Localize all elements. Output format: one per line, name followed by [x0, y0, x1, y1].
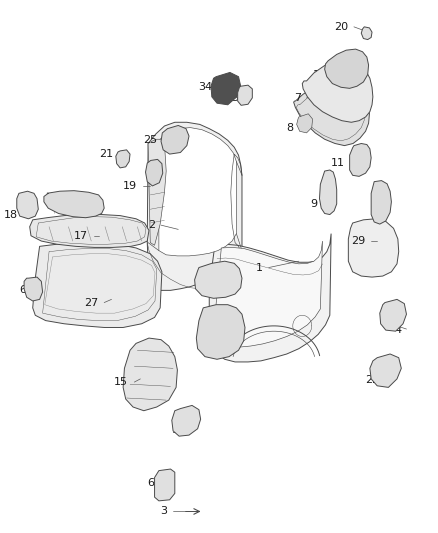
Text: 5: 5: [83, 199, 90, 209]
Polygon shape: [325, 49, 368, 88]
Polygon shape: [30, 215, 149, 247]
Polygon shape: [297, 114, 313, 133]
Polygon shape: [148, 139, 166, 245]
Text: 4: 4: [394, 325, 401, 335]
Polygon shape: [17, 191, 38, 219]
Polygon shape: [293, 80, 369, 146]
Polygon shape: [371, 181, 392, 224]
Text: 20: 20: [334, 22, 348, 32]
Polygon shape: [24, 277, 42, 301]
Text: 9: 9: [311, 199, 318, 209]
Text: 17: 17: [74, 231, 88, 241]
Text: 19: 19: [123, 181, 138, 191]
Text: 12: 12: [203, 324, 217, 334]
Text: 8: 8: [286, 123, 293, 133]
Polygon shape: [319, 170, 337, 215]
Polygon shape: [350, 143, 371, 176]
Text: 33: 33: [225, 93, 239, 103]
Polygon shape: [215, 241, 322, 347]
Polygon shape: [155, 469, 175, 501]
Text: 11: 11: [331, 158, 345, 168]
Polygon shape: [211, 72, 241, 105]
Text: 10: 10: [201, 280, 215, 290]
Text: 7: 7: [294, 93, 301, 103]
Text: 25: 25: [143, 135, 157, 146]
Polygon shape: [348, 219, 399, 277]
Polygon shape: [123, 338, 177, 411]
Polygon shape: [116, 150, 130, 168]
Text: 29: 29: [351, 236, 365, 246]
Text: 3: 3: [160, 506, 167, 516]
Polygon shape: [145, 159, 163, 186]
Text: 15: 15: [114, 377, 128, 387]
Polygon shape: [44, 191, 104, 217]
Text: 22: 22: [366, 375, 380, 385]
Polygon shape: [370, 354, 401, 387]
Text: 34: 34: [198, 82, 212, 92]
Text: 16: 16: [313, 70, 327, 79]
Polygon shape: [302, 59, 373, 122]
Text: 27: 27: [84, 297, 98, 308]
Text: 21: 21: [99, 149, 113, 159]
Polygon shape: [33, 243, 162, 327]
Text: 18: 18: [4, 209, 18, 220]
Polygon shape: [361, 27, 372, 39]
Polygon shape: [159, 127, 237, 256]
Polygon shape: [380, 300, 406, 331]
Text: 14: 14: [172, 425, 186, 435]
Text: 1: 1: [256, 263, 263, 272]
Polygon shape: [147, 122, 242, 290]
Text: 6: 6: [148, 478, 155, 488]
Polygon shape: [196, 305, 245, 359]
Polygon shape: [238, 85, 252, 106]
Polygon shape: [172, 406, 201, 436]
Polygon shape: [209, 233, 331, 362]
Text: 6: 6: [20, 285, 27, 295]
Text: 2: 2: [148, 220, 155, 230]
Polygon shape: [194, 261, 242, 298]
Text: 23: 23: [370, 199, 384, 209]
Polygon shape: [161, 125, 189, 154]
